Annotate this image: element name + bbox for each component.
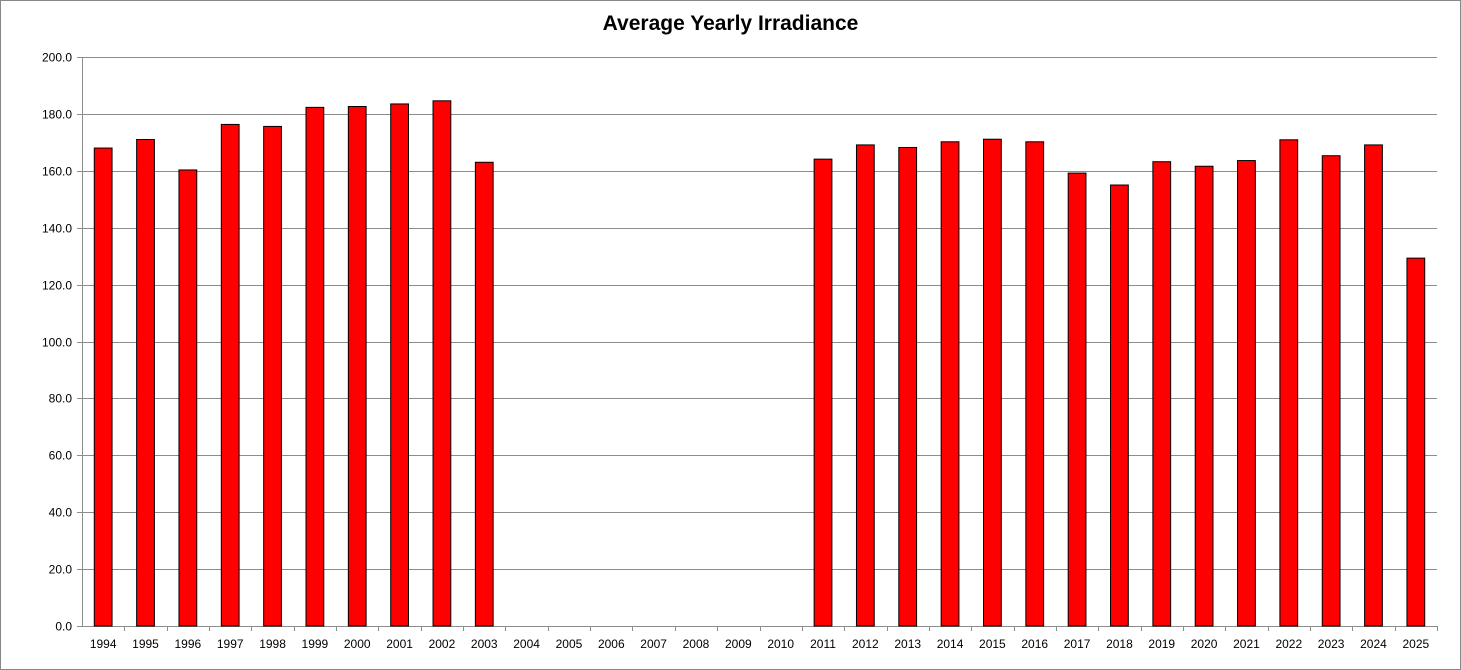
y-tick-label: 100.0 <box>42 336 72 350</box>
bar-1995 <box>136 139 155 627</box>
x-tick-label: 2008 <box>683 637 710 651</box>
y-tick-label: 20.0 <box>49 563 73 577</box>
bar-2022 <box>1279 139 1299 627</box>
x-tick-label: 2022 <box>1275 637 1302 651</box>
x-tick-label: 2005 <box>556 637 583 651</box>
x-tick-label: 2020 <box>1191 637 1218 651</box>
y-tick-label: 60.0 <box>49 449 73 463</box>
x-tick-label: 2019 <box>1148 637 1175 651</box>
bar-2020 <box>1194 165 1214 627</box>
bar-2003 <box>474 161 494 627</box>
bar-2024 <box>1364 144 1383 627</box>
bar-2000 <box>347 106 367 627</box>
x-tick-label: 2021 <box>1233 637 1260 651</box>
bar-1999 <box>305 106 325 627</box>
bar-2019 <box>1152 161 1172 627</box>
x-tick-label: 2014 <box>937 637 964 651</box>
bar-2018 <box>1110 184 1129 627</box>
bar-2002 <box>432 100 452 627</box>
bar-1994 <box>93 147 113 627</box>
y-tick-label: 200.0 <box>42 51 72 65</box>
bar-2017 <box>1067 172 1087 627</box>
x-tick-label: 1998 <box>259 637 286 651</box>
bar-2011 <box>813 158 833 627</box>
x-tick-label: 1995 <box>132 637 159 651</box>
bar-2015 <box>983 138 1002 627</box>
x-tick-label: 2025 <box>1402 637 1429 651</box>
bar-1996 <box>178 169 198 627</box>
bar-2021 <box>1237 160 1256 627</box>
y-tick-label: 40.0 <box>49 506 73 520</box>
x-tick-label: 2007 <box>640 637 667 651</box>
x-tick-label: 2001 <box>386 637 413 651</box>
x-tick-label: 2012 <box>852 637 879 651</box>
bar-2023 <box>1321 155 1341 627</box>
y-tick-label: 160.0 <box>42 165 72 179</box>
x-tick-label: 1999 <box>302 637 329 651</box>
x-tick-label: 2015 <box>979 637 1006 651</box>
y-tick-label: 0.0 <box>55 620 72 634</box>
x-tick-label: 2002 <box>429 637 456 651</box>
bar-2016 <box>1025 141 1045 627</box>
bar-2001 <box>390 103 409 627</box>
x-tick-label: 2016 <box>1021 637 1048 651</box>
x-tick-label: 1997 <box>217 637 244 651</box>
y-tick-label: 180.0 <box>42 108 72 122</box>
chart-title: Average Yearly Irradiance <box>602 12 859 35</box>
bar-1997 <box>220 123 240 627</box>
bar-2025 <box>1406 257 1426 627</box>
bar-2013 <box>898 146 918 627</box>
x-tick-label: 2011 <box>810 637 836 651</box>
bar-2014 <box>940 141 960 627</box>
x-tick-label: 2024 <box>1360 637 1387 651</box>
x-tick-label: 2006 <box>598 637 625 651</box>
x-tick-label: 2003 <box>471 637 498 651</box>
x-tick-label: 2004 <box>513 637 540 651</box>
x-tick-label: 1996 <box>175 637 202 651</box>
y-tick-label: 140.0 <box>42 222 72 236</box>
bar-2012 <box>855 144 875 627</box>
bar-1998 <box>263 125 282 627</box>
x-tick-label: 2018 <box>1106 637 1133 651</box>
y-tick-label: 80.0 <box>49 392 73 406</box>
x-tick-label: 2023 <box>1318 637 1345 651</box>
x-tick-label: 2017 <box>1064 637 1091 651</box>
x-tick-label: 2009 <box>725 637 752 651</box>
x-tick-label: 2000 <box>344 637 371 651</box>
x-tick-label: 1994 <box>90 637 117 651</box>
x-tick-label: 2010 <box>767 637 794 651</box>
x-tick-label: 2013 <box>894 637 921 651</box>
y-tick-label: 120.0 <box>42 279 72 293</box>
